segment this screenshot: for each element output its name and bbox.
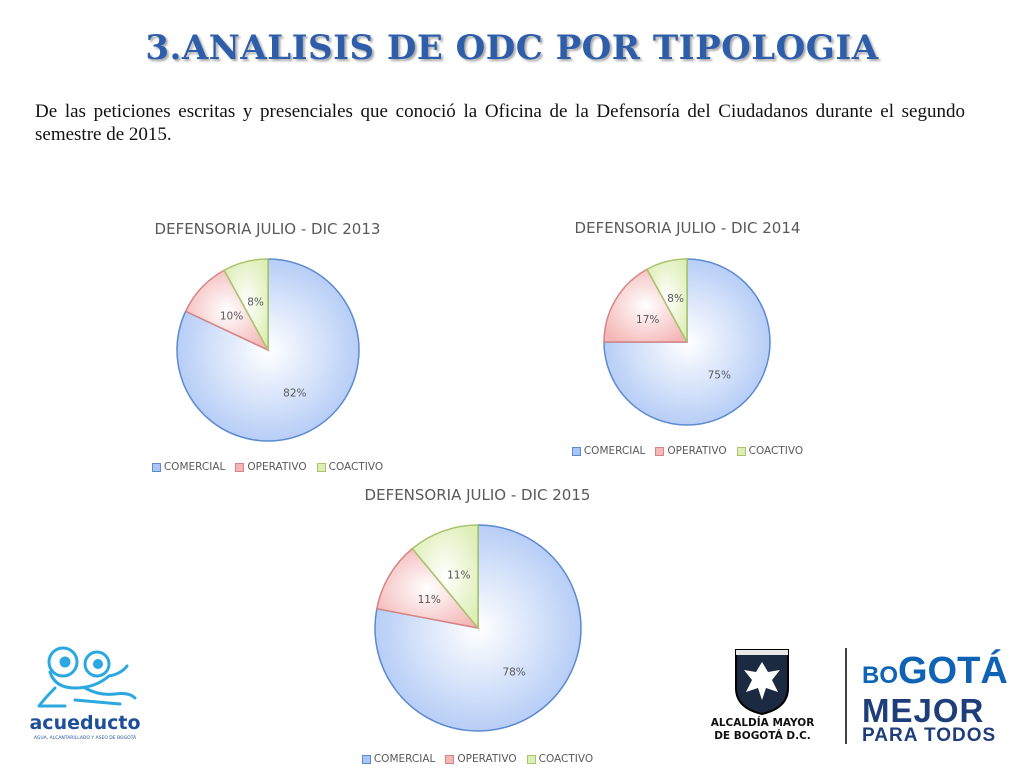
acueducto-logo: acueducto AGUA, ALCANTARILLADO Y ASEO DE… <box>25 640 145 750</box>
legend-label: OPERATIVO <box>667 445 727 457</box>
chart-title: DEFENSORIA JULIO - DIC 2013 <box>154 220 381 238</box>
legend-item-coactivo: COACTIVO <box>736 445 804 457</box>
chart-legend: COMERCIAL OPERATIVO COACTIVO <box>550 445 825 457</box>
intro-paragraph: De las peticiones escritas y presenciale… <box>35 101 965 145</box>
chart-legend: COMERCIAL OPERATIVO COACTIVO <box>340 753 615 765</box>
legend-swatch <box>655 446 665 456</box>
bogota-wordmark: BOGOTÁ <box>862 650 1008 692</box>
mejor-text: MEJOR <box>862 692 985 729</box>
frog-icon <box>37 646 137 708</box>
pie-plot-2014: 75% 17% 8% <box>603 258 771 426</box>
pie-slice-coactivo <box>645 258 688 343</box>
data-label: 10% <box>220 311 243 323</box>
legend-item-operativo: OPERATIVO <box>655 445 727 457</box>
acueducto-wordmark: acueducto <box>29 712 141 734</box>
legend-swatch <box>235 462 245 472</box>
legend-item-comercial: COMERCIAL <box>571 445 646 457</box>
data-label: 8% <box>247 297 264 309</box>
data-label: 8% <box>667 293 684 305</box>
legend-item-coactivo: COACTIVO <box>526 753 594 765</box>
pie-chart-2015: DEFENSORIA JULIO - DIC 2015 78% 11% 11% CO… <box>340 478 615 768</box>
acueducto-tagline: AGUA, ALCANTARILLADO Y ASEO DE BOGOTÁ <box>33 736 137 741</box>
pie-slice-operativo <box>603 268 689 343</box>
chart-legend: COMERCIAL OPERATIVO COACTIVO <box>130 461 405 473</box>
legend-label: OPERATIVO <box>247 461 307 473</box>
pie-plot-2015: 78% 11% 11% <box>374 524 582 732</box>
pie-chart-2014: DEFENSORIA JULIO - DIC 2014 75% 17% 8% COM… <box>550 210 825 465</box>
pie-slice-operativo <box>375 547 480 630</box>
legend-item-operativo: OPERATIVO <box>445 753 517 765</box>
pie-slice-coactivo <box>223 258 269 351</box>
pie-plot-2013: 82% 10% 8% <box>176 258 360 442</box>
bogota-mejor-logo: BOGOTÁ MEJOR PARA TODOS <box>862 645 1012 750</box>
legend-item-coactivo: COACTIVO <box>316 461 384 473</box>
legend-label: COMERCIAL <box>583 445 646 457</box>
alcaldia-text: ALCALDÍA MAYOR DE BOGOTÁ D.C. <box>710 717 815 742</box>
alcaldia-logo: ALCALDÍA MAYOR DE BOGOTÁ D.C. <box>705 645 820 750</box>
legend-swatch <box>445 754 455 764</box>
data-label: 82% <box>283 387 306 399</box>
data-label: 17% <box>636 314 659 326</box>
page-title: 3.ANALISIS DE ODC POR TIPOLOGIA <box>145 28 879 68</box>
legend-label: COACTIVO <box>538 753 594 765</box>
legend-label: COMERCIAL <box>163 461 226 473</box>
data-label: 78% <box>502 667 525 679</box>
pie-slice-comercial <box>603 258 771 426</box>
data-label: 75% <box>708 369 731 381</box>
legend-item-comercial: COMERCIAL <box>361 753 436 765</box>
chart-title: DEFENSORIA JULIO - DIC 2015 <box>364 486 591 504</box>
para-todos-text: PARA TODOS <box>862 725 997 746</box>
logo-divider <box>845 648 847 744</box>
legend-label: COACTIVO <box>328 461 384 473</box>
legend-label: COMERCIAL <box>373 753 436 765</box>
legend-label: COACTIVO <box>748 445 804 457</box>
legend-item-comercial: COMERCIAL <box>151 461 226 473</box>
pie-slice-coactivo <box>411 524 479 631</box>
data-label: 11% <box>418 594 441 606</box>
coat-of-arms-icon <box>735 649 789 716</box>
legend-swatch <box>151 462 161 472</box>
legend-swatch <box>361 754 371 764</box>
legend-swatch <box>526 754 536 764</box>
legend-swatch <box>316 462 326 472</box>
chart-title: DEFENSORIA JULIO - DIC 2014 <box>574 219 801 237</box>
legend-swatch <box>571 446 581 456</box>
legend-swatch <box>736 446 746 456</box>
data-label: 11% <box>447 570 470 582</box>
legend-item-operativo: OPERATIVO <box>235 461 307 473</box>
legend-label: OPERATIVO <box>457 753 517 765</box>
pie-chart-2013: DEFENSORIA JULIO - DIC 2013 82% 10% 8% COM… <box>130 210 405 480</box>
